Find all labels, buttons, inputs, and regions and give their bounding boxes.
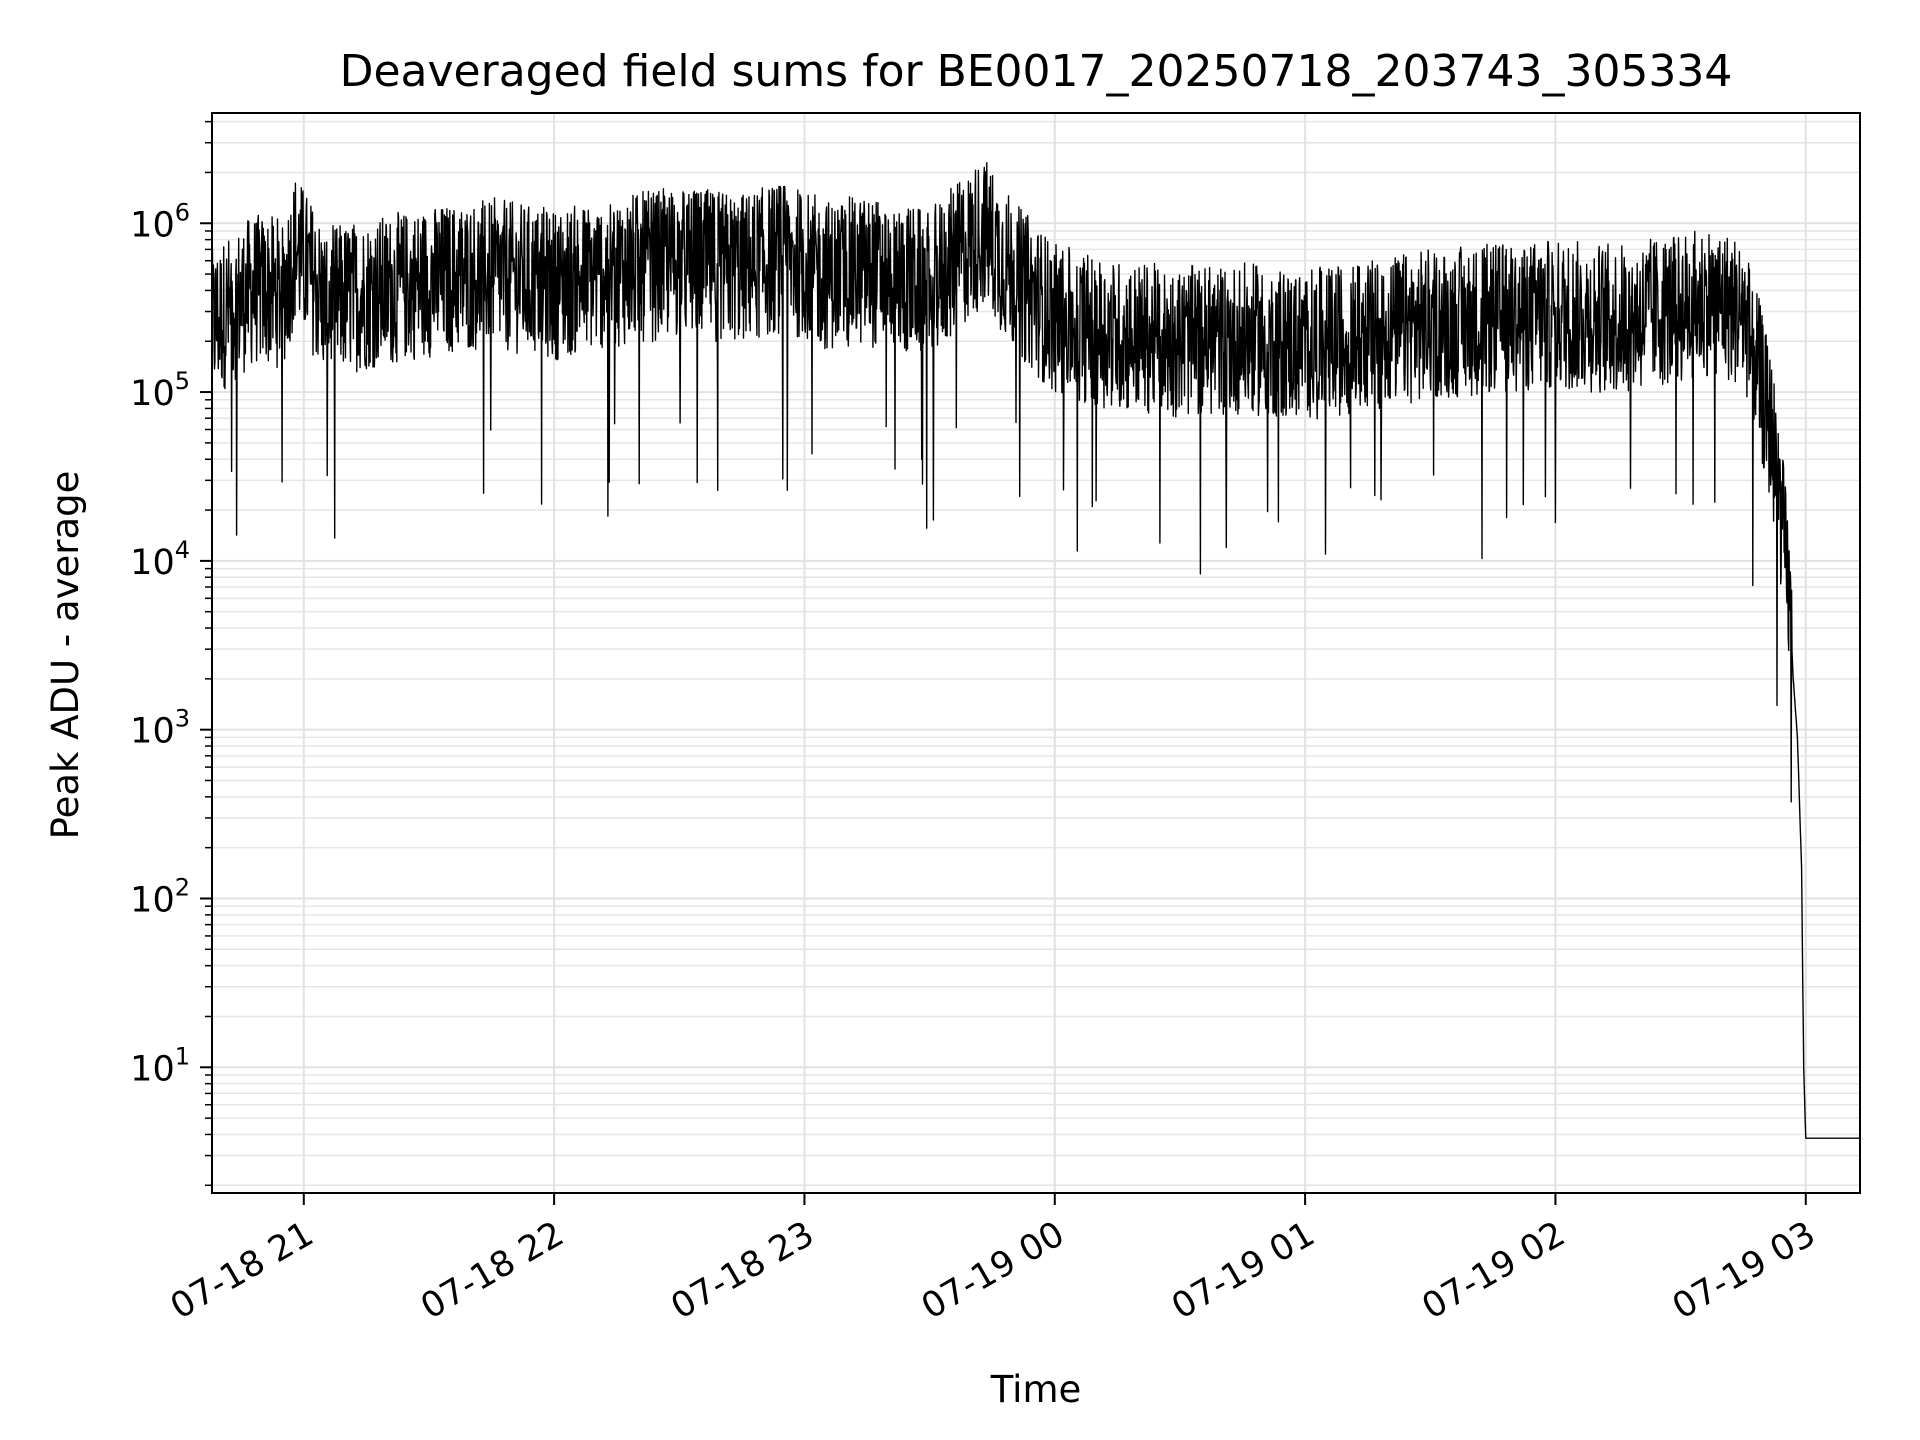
minor-gridlines [212, 120, 1860, 1187]
y-tick-label: 102 [130, 873, 190, 920]
plot-frame [211, 112, 1861, 1194]
y-axis-ticks: 101 102 103 104 105 106 [130, 120, 212, 1187]
y-tick-label: 104 [130, 536, 190, 583]
y-axis-label: Peak ADU - average [44, 471, 87, 840]
series-line [211, 162, 1861, 1139]
y-tick-label: 106 [130, 198, 190, 245]
chart-title: Deaveraged field sums for BE0017_2025071… [340, 46, 1733, 97]
y-tick-label: 101 [130, 1042, 190, 1089]
x-axis-label: Time [990, 1368, 1082, 1411]
y-tick-label: 103 [130, 705, 190, 752]
y-tick-label: 105 [130, 367, 190, 414]
